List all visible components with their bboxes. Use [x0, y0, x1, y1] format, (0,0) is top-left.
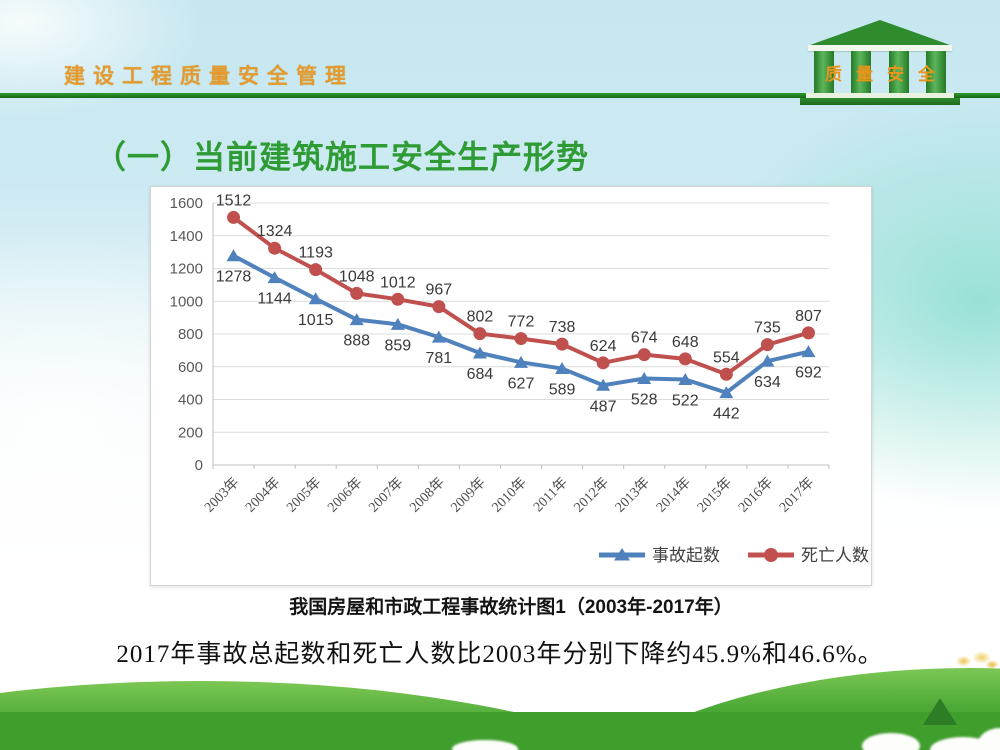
chart-caption: 我国房屋和市政工程事故统计图1（2003年-2017年） [289, 597, 733, 618]
svg-text:1015: 1015 [298, 312, 334, 329]
chart-panel: 0 200 400 600 800 1000 1200 1400 1600 2003年 2004年 2… [150, 186, 872, 586]
svg-text:1193: 1193 [298, 245, 333, 262]
series-triangle: 1278 1144 1015 888 859 781 684 627 589 487 528 522 4… [216, 249, 822, 423]
sheep-decoration [452, 740, 518, 750]
svg-text:2007年: 2007年 [366, 475, 407, 516]
svg-text:674: 674 [631, 330, 658, 347]
svg-text:2015年: 2015年 [694, 475, 735, 516]
svg-text:648: 648 [672, 334, 699, 351]
svg-text:200: 200 [178, 424, 203, 441]
svg-text:967: 967 [426, 282, 453, 299]
sheep-decoration [862, 733, 920, 750]
svg-text:1324: 1324 [257, 223, 293, 240]
svg-text:1512: 1512 [216, 192, 252, 209]
svg-text:522: 522 [672, 393, 699, 410]
svg-text:600: 600 [178, 359, 203, 376]
temple-column [925, 51, 946, 93]
svg-text:2004年: 2004年 [242, 475, 283, 516]
temple-step [806, 93, 954, 98]
header-title: 建设工程质量安全管理 [64, 65, 354, 88]
svg-text:2005年: 2005年 [283, 475, 324, 516]
svg-text:781: 781 [426, 350, 453, 367]
temple-column [814, 51, 834, 93]
svg-text:807: 807 [795, 308, 822, 325]
svg-text:634: 634 [754, 374, 781, 391]
header-divider [0, 93, 1000, 98]
sheep-decoration [978, 728, 1000, 750]
svg-text:487: 487 [590, 398, 617, 415]
svg-text:2014年: 2014年 [653, 475, 694, 516]
svg-text:859: 859 [384, 337, 411, 354]
svg-text:2006年: 2006年 [325, 475, 366, 516]
svg-text:800: 800 [178, 326, 203, 343]
svg-text:554: 554 [713, 349, 740, 366]
svg-text:1278: 1278 [216, 269, 252, 286]
svg-text:2016年: 2016年 [735, 475, 776, 516]
svg-text:2013年: 2013年 [612, 475, 653, 516]
x-axis-labels: 2003年 2004年 2005年 2006年 2007年 2008年 2009年 2010年… [201, 475, 817, 516]
flowers-decoration [948, 648, 1000, 672]
svg-text:589: 589 [549, 382, 576, 399]
svg-text:738: 738 [549, 319, 576, 336]
svg-text:事故起数: 事故起数 [652, 546, 720, 565]
temple-roof-icon [810, 20, 950, 45]
svg-text:2009年: 2009年 [448, 475, 489, 516]
svg-text:888: 888 [343, 333, 370, 350]
temple-columns [814, 51, 946, 93]
svg-text:802: 802 [467, 309, 494, 326]
series-circle: 1512 1324 1193 1048 1012 967 802 772 738 624 674 64… [216, 192, 822, 381]
svg-text:1600: 1600 [170, 195, 203, 212]
svg-text:1400: 1400 [170, 228, 203, 245]
svg-text:1012: 1012 [380, 274, 416, 291]
logo-text: 质量安全 [825, 65, 949, 84]
svg-text:692: 692 [795, 365, 822, 382]
temple-logo-icon: 质量安全 [800, 16, 960, 106]
svg-text:2003年: 2003年 [201, 475, 242, 516]
svg-text:1144: 1144 [257, 291, 292, 308]
svg-text:1048: 1048 [339, 268, 375, 285]
temple-entablature [808, 45, 952, 51]
svg-text:624: 624 [590, 338, 617, 355]
svg-text:2017年: 2017年 [776, 475, 817, 516]
temple-column [888, 51, 909, 93]
page-title: （一）当前建筑施工安全生产形势 [94, 139, 590, 175]
svg-text:死亡人数: 死亡人数 [801, 546, 869, 565]
svg-text:2010年: 2010年 [489, 475, 530, 516]
svg-text:0: 0 [195, 457, 203, 474]
next-slide-button[interactable] [923, 698, 957, 725]
svg-text:735: 735 [754, 320, 781, 337]
svg-text:684: 684 [467, 366, 494, 383]
svg-text:442: 442 [713, 406, 740, 423]
svg-text:400: 400 [178, 392, 203, 409]
svg-text:1200: 1200 [170, 261, 203, 278]
svg-text:627: 627 [508, 375, 535, 392]
svg-text:1000: 1000 [170, 293, 203, 310]
temple-column [851, 51, 872, 93]
svg-text:528: 528 [631, 392, 658, 409]
chart-legend: 事故起数 死亡人数 [599, 546, 869, 565]
svg-text:2008年: 2008年 [407, 475, 448, 516]
svg-text:2012年: 2012年 [571, 475, 612, 516]
svg-text:2011年: 2011年 [530, 475, 571, 516]
summary-text: 2017年事故总起数和死亡人数比2003年分别下降约45.9%和46.6%。 [116, 641, 884, 668]
temple-step [800, 98, 960, 105]
svg-text:772: 772 [508, 314, 535, 331]
